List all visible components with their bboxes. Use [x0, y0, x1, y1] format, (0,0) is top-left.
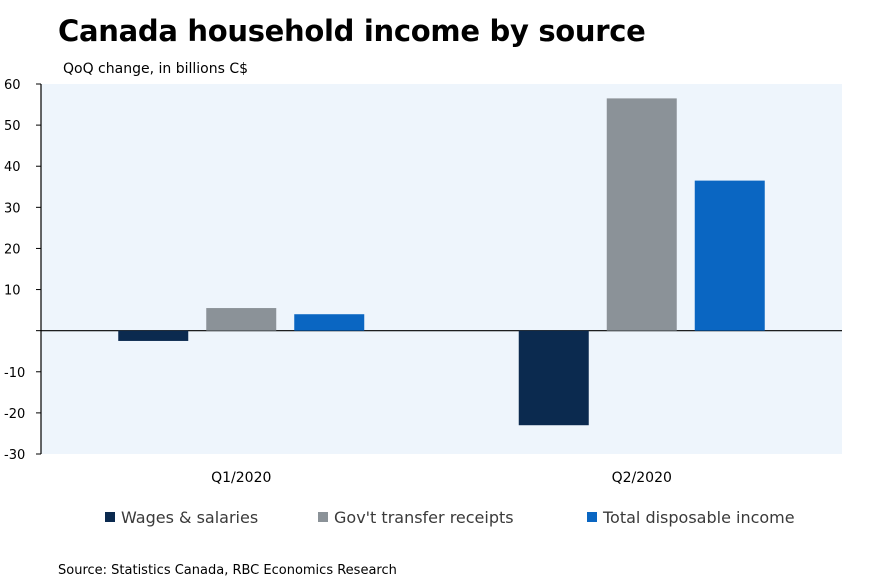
y-tick-label: 30	[4, 201, 21, 216]
bar	[694, 180, 765, 331]
bar	[118, 330, 189, 341]
legend-swatch	[105, 512, 115, 522]
legend-label: Wages & salaries	[121, 508, 258, 527]
x-tick-label: Q2/2020	[612, 470, 672, 486]
y-tick-label: -20	[4, 407, 25, 422]
legend-swatch	[587, 512, 597, 522]
source-note: Source: Statistics Canada, RBC Economics…	[58, 563, 397, 578]
y-tick-label: 60	[4, 78, 21, 93]
chart-subtitle: QoQ change, in billions C$	[63, 61, 249, 77]
y-tick-label: -10	[4, 366, 25, 381]
bar	[606, 98, 677, 331]
bar	[518, 330, 589, 426]
y-tick-label: -30	[4, 448, 25, 463]
legend-swatch	[318, 512, 328, 522]
y-tick-label: 40	[4, 160, 21, 175]
chart-title: Canada household income by source	[58, 14, 646, 48]
y-tick-label: 10	[4, 284, 21, 299]
bar	[294, 314, 365, 331]
y-tick-label: 20	[4, 242, 21, 257]
legend-label: Total disposable income	[602, 508, 795, 527]
y-tick-label: 50	[4, 119, 21, 134]
legend-label: Gov't transfer receipts	[334, 508, 514, 527]
x-tick-label: Q1/2020	[211, 470, 271, 486]
bar	[206, 308, 277, 331]
